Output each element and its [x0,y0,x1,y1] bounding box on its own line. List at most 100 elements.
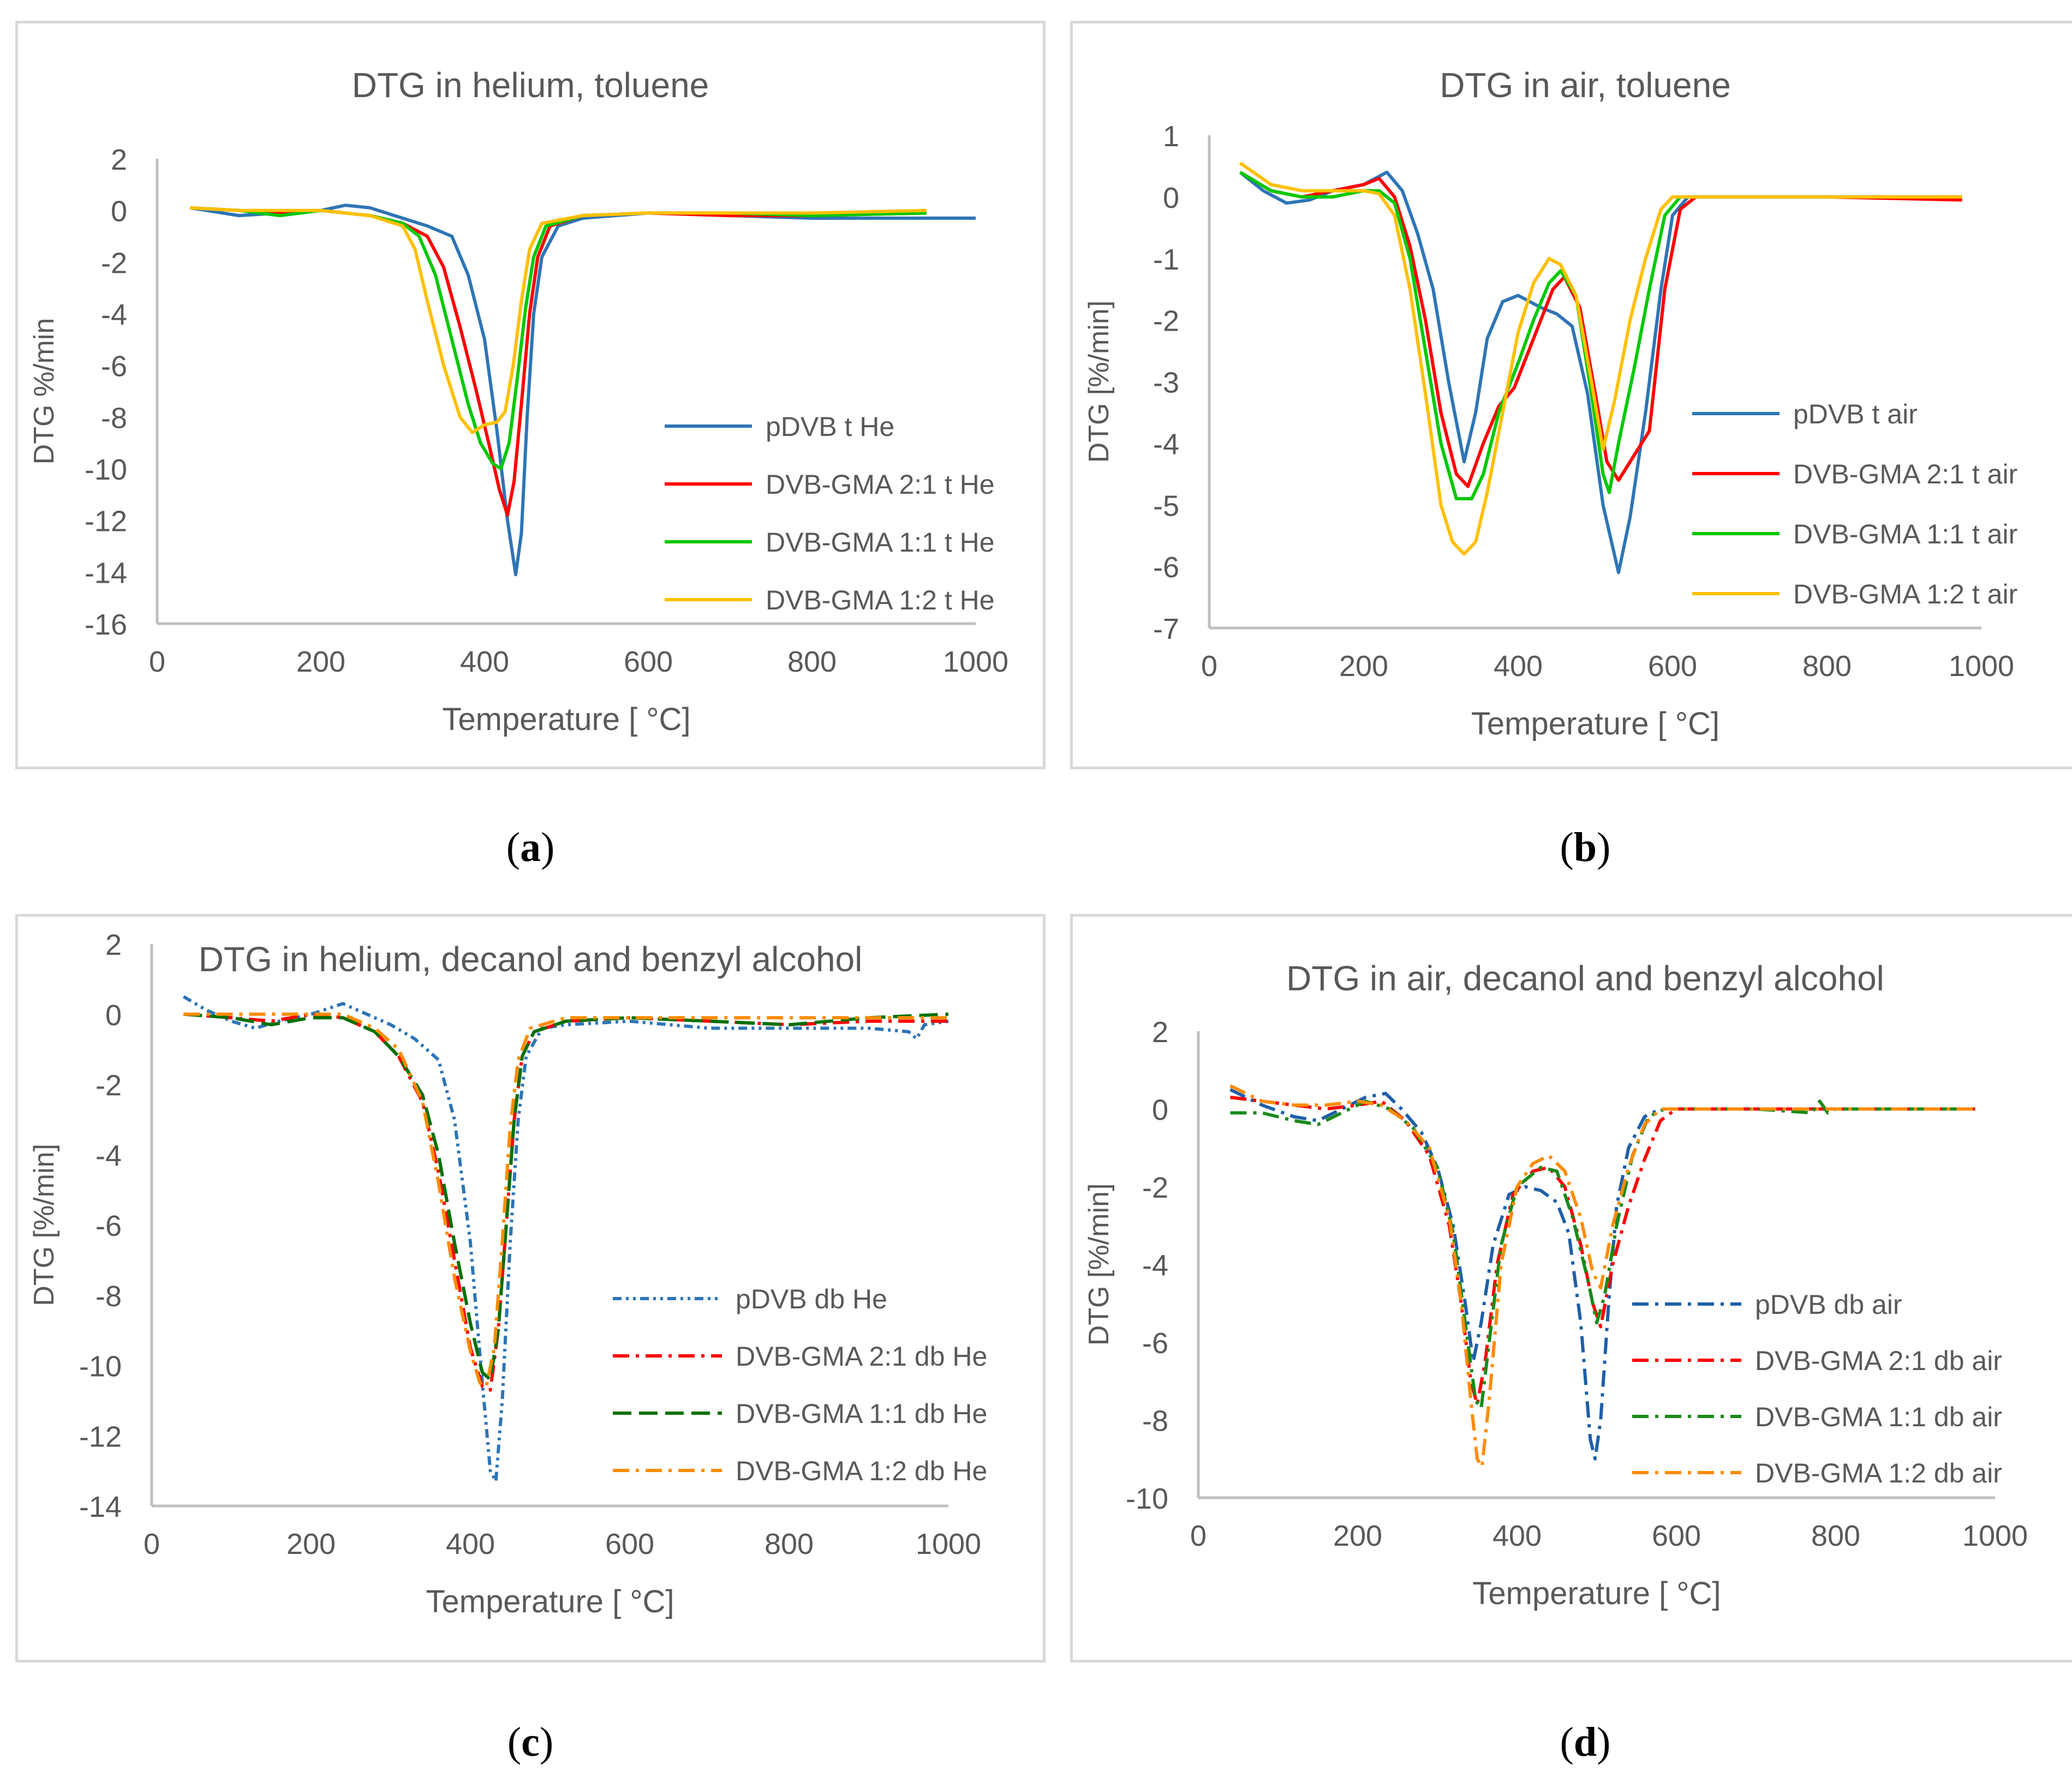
y-tick-label: -8 [95,1280,122,1313]
y-tick-label: -2 [1153,305,1179,338]
y-axis-label: DTG %/min [28,318,60,465]
x-tick-label: 400 [446,1528,495,1560]
y-tick-label: 2 [111,143,127,176]
series-line-3 [183,1012,949,1382]
y-axis-label: DTG [%/min] [1083,301,1115,463]
y-tick-label: -6 [95,1210,122,1242]
x-tick-label: 1000 [1962,1520,2028,1552]
x-tick-label: 800 [787,645,837,678]
y-tick-label: -4 [1142,1249,1168,1282]
chart-svg: DTG in helium, decanol and benzyl alcoho… [28,929,987,1619]
caption-b: (b) [1560,824,1611,870]
legend-label: DVB-GMA 1:1 t air [1793,519,2017,549]
x-tick-label: 200 [296,645,345,678]
series-line-1 [1239,170,1962,575]
x-tick-label: 400 [1494,650,1543,683]
y-tick-label: 0 [1152,1094,1168,1127]
chart-panel-d: DTG in air, decanol and benzyl alcohol 2 0… [1070,914,2072,1663]
x-tick-label: 0 [1201,650,1217,683]
x-tick-label: 200 [1333,1520,1382,1552]
chart-title: DTG in air, decanol and benzyl alcohol [1286,959,1884,998]
caption-c: (c) [507,1719,554,1765]
x-tick-label: 1000 [1949,650,2014,683]
y-tick-label: -10 [79,1350,122,1383]
y-tick-label: -8 [1142,1405,1168,1438]
x-tick-label: 200 [286,1528,336,1560]
x-axis-label: Temperature [ °C] [442,702,690,737]
y-tick-label: -6 [1153,551,1179,584]
y-tick-label: 0 [1163,182,1179,214]
y-tick-label: -2 [95,1069,122,1102]
x-tick-label: 0 [1190,1520,1207,1552]
caption-d: (d) [1560,1719,1611,1765]
series-line-2 [183,1012,948,1392]
legend-label: pDVB db He [736,1284,887,1314]
x-tick-label: 400 [1492,1520,1542,1552]
x-axis-label: Temperature [ °C] [1471,706,1719,742]
y-tick-label: -7 [1153,613,1179,645]
legend-label: DVB-GMA 1:1 db He [736,1398,987,1429]
y-tick-label: -12 [79,1420,122,1453]
y-tick-label: -14 [85,557,127,589]
y-tick-label: -1 [1153,243,1179,276]
legend-label: DVB-GMA 2:1 db air [1755,1346,2002,1376]
y-tick-label: -8 [101,402,127,434]
chart-panel-c: DTG in helium, decanol and benzyl alcoho… [15,914,1046,1663]
x-tick-label: 200 [1339,650,1388,683]
y-tick-label: -2 [101,247,127,279]
x-tick-label: 600 [1648,650,1697,683]
legend-label: DVB-GMA 1:1 t He [766,527,995,558]
x-tick-label: 0 [149,645,165,678]
chart-svg: DTG in air, decanol and benzyl alcohol20… [1083,959,2028,1611]
chart-title: DTG in air, toluene [1440,65,1731,105]
y-tick-label: -3 [1153,367,1179,399]
y-tick-label: -14 [79,1491,122,1523]
legend-label: DVB-GMA 1:2 db He [736,1456,987,1486]
x-tick-label: 800 [765,1528,814,1560]
series-line-4 [189,206,927,434]
legend-label: DVB-GMA 1:2 db air [1755,1458,2002,1488]
x-tick-label: 800 [1811,1520,1860,1552]
legend-label: pDVB t He [766,411,894,442]
series-line-2 [1230,1096,1975,1406]
x-tick-label: 600 [605,1528,654,1560]
y-tick-label: -10 [85,453,127,486]
y-tick-label: -4 [101,298,127,331]
x-tick-label: 600 [624,645,673,678]
y-tick-label: -6 [101,350,127,383]
y-tick-label: 1 [1163,120,1179,153]
x-tick-label: 1000 [943,645,1008,678]
y-axis-label: DTG [%/min] [1083,1183,1115,1346]
y-tick-label: -12 [85,505,127,538]
y-tick-label: 2 [105,929,122,961]
x-tick-label: 600 [1652,1520,1701,1552]
series-line-4 [1239,162,1962,556]
y-tick-label: -2 [1142,1171,1168,1204]
chart-svg: DTG in air, toluene 1 0 -1 -2 -3 -4 -5 -6 -7 0 200 4… [1083,65,2017,742]
legend-label: pDVB db air [1755,1289,1902,1320]
y-tick-label: -10 [1126,1482,1168,1515]
y-tick-label: 0 [105,999,122,1032]
chart-svg: DTG in helium, toluene 2 0 -2 -4 -6 -8 -10 -12 -1… [28,65,1008,737]
y-tick-label: -4 [1153,428,1179,461]
y-tick-label: 2 [1152,1016,1168,1049]
legend-label: DVB-GMA 2:1 db He [736,1341,987,1372]
x-tick-label: 800 [1802,650,1852,683]
legend-label: DVB-GMA 1:2 t air [1793,579,2017,609]
x-axis-label: Temperature [ °C] [426,1584,674,1619]
legend-label: DVB-GMA 2:1 t He [766,469,995,500]
y-tick-label: -5 [1153,489,1179,522]
y-tick-label: -6 [1142,1327,1168,1360]
x-tick-label: 400 [460,645,509,678]
x-axis-label: Temperature [ °C] [1472,1576,1721,1611]
chart-panel-b: DTG in air, toluene 1 0 -1 -2 -3 -4 -5 -6 -7 0 200 4… [1070,21,2072,769]
x-tick-label: 0 [144,1528,160,1560]
y-tick-label: 0 [111,195,127,228]
legend-label: DVB-GMA 2:1 t air [1793,459,2017,489]
y-axis-label: DTG [%/min] [28,1144,60,1306]
legend-label: DVB-GMA 1:2 t He [766,585,995,615]
y-tick-label: -4 [95,1139,122,1172]
series-line-3 [1239,171,1962,500]
series-line-2 [1239,171,1962,488]
series-line-4 [1229,1084,1975,1468]
